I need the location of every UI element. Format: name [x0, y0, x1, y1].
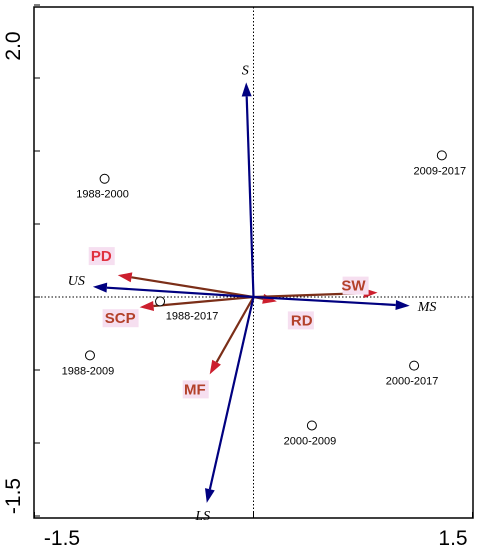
sample-point: [436, 150, 447, 161]
env-label-sw: SW: [341, 278, 366, 295]
species-label-ls: LS: [194, 509, 210, 524]
sample-points: 1988-2000 2009-2017 1988-2017 1988-2009 2000…: [62, 150, 467, 447]
env-label-bg: [287, 311, 314, 330]
sample-point: [99, 173, 110, 184]
env-vector-pd-shaft: [131, 276, 254, 299]
sample-point: [84, 350, 95, 361]
env-vector-scp-head: [139, 300, 155, 311]
env-label-bg: [342, 276, 369, 295]
sample-label: 1988-2000: [76, 189, 129, 201]
y-axis-ticks: [34, 4, 40, 517]
env-label-pd: PD: [91, 248, 112, 265]
species-vectors: S US MS LS: [68, 63, 437, 523]
env-vector-pd-head: [117, 272, 133, 283]
x-tick-label-right: 1.5: [438, 527, 467, 550]
env-vector-mf-head: [209, 359, 221, 375]
sample-label: 1988-2017: [166, 310, 219, 322]
env-label-rd: RD: [291, 312, 313, 329]
species-vector-s-shaft: [245, 96, 255, 298]
species-vector-ms-head: [395, 299, 410, 310]
sample-label: 1988-2009: [62, 365, 115, 377]
env-vector-mf-shaft: [215, 296, 255, 363]
sample-point: [409, 360, 420, 371]
environment-vectors: PD SCP MF RD SW: [88, 247, 378, 399]
env-label-bg: [88, 247, 115, 266]
species-label-us: US: [68, 274, 85, 289]
env-label-mf: MF: [184, 381, 206, 398]
species-vector-ms-shaft: [253, 295, 396, 307]
sample-label: 2000-2017: [386, 376, 439, 388]
species-label-s: S: [242, 63, 249, 78]
sample-point: [306, 420, 317, 431]
species-vector-ls-shaft: [208, 296, 255, 490]
species-vector-s-head: [241, 82, 252, 97]
sample-label: 2009-2017: [414, 165, 467, 177]
sample-point: [155, 296, 166, 307]
species-vector-us-shaft: [106, 286, 254, 299]
species-label-ms: MS: [417, 300, 437, 315]
y-tick-label-top: 2.0: [2, 31, 25, 60]
x-axis-ticks: [34, 512, 473, 518]
species-vector-us-head: [92, 282, 108, 293]
x-tick-label-left: -1.5: [44, 527, 80, 550]
env-label-bg: [182, 380, 209, 399]
env-label-bg: [102, 309, 139, 328]
env-label-scp: SCP: [105, 310, 136, 327]
species-vector-ls-head: [205, 488, 215, 503]
env-vector-scp-shaft: [153, 295, 254, 308]
y-tick-label-bottom: -1.5: [2, 478, 25, 514]
sample-label: 2000-2009: [284, 435, 337, 447]
